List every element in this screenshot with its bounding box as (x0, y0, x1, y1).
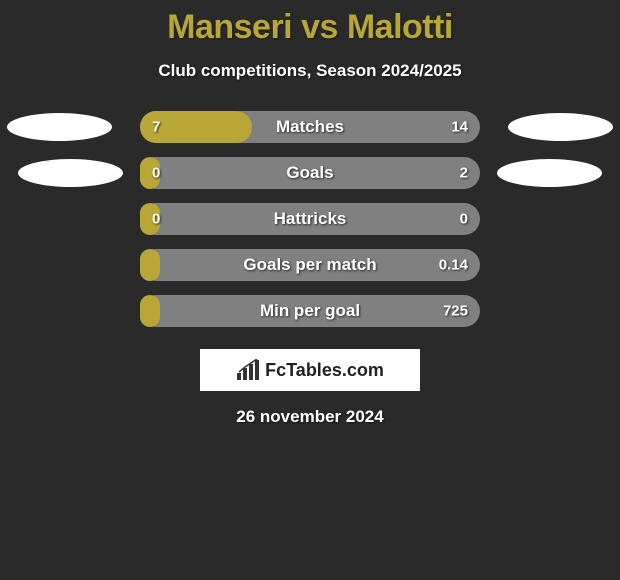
date: 26 november 2024 (0, 407, 620, 427)
bar-value-right: 0 (460, 211, 468, 228)
bar-value-left: 0 (152, 165, 160, 182)
bars-container: Matches 7 14 Goals 0 2 Hattricks 0 0 Goals per ma… (0, 111, 620, 327)
bar-wrap: Goals per match 0.14 (140, 249, 480, 281)
bar-value-right: 2 (460, 165, 468, 182)
bar-label: Matches (276, 117, 344, 137)
stats-card: Manseri vs Malotti Club competitions, Se… (0, 0, 620, 427)
logo-box[interactable]: FcTables.com (200, 349, 420, 391)
bar-value-left: 7 (152, 119, 160, 136)
bar-row: Min per goal 725 (0, 295, 620, 327)
logo-text: FcTables.com (265, 360, 384, 381)
bar-value-right: 725 (443, 303, 468, 320)
bar-label: Goals per match (243, 255, 376, 275)
player-left-ellipse (7, 113, 112, 141)
bar-wrap: Matches 7 14 (140, 111, 480, 143)
bar-wrap: Hattricks 0 0 (140, 203, 480, 235)
bar-row: Goals 0 2 (0, 157, 620, 189)
player-left-ellipse (18, 159, 123, 187)
player-right-ellipse (508, 113, 613, 141)
bar-wrap: Min per goal 725 (140, 295, 480, 327)
subtitle: Club competitions, Season 2024/2025 (0, 61, 620, 81)
bar-label: Min per goal (260, 301, 360, 321)
bar-value-left: 0 (152, 211, 160, 228)
bar-row: Goals per match 0.14 (0, 249, 620, 281)
bar-fill (140, 295, 160, 327)
bar-value-right: 0.14 (439, 257, 468, 274)
player-right-ellipse (497, 159, 602, 187)
bar-chart-icon (236, 359, 260, 381)
bar-label: Goals (286, 163, 333, 183)
bar-value-right: 14 (451, 119, 468, 136)
page-title: Manseri vs Malotti (0, 8, 620, 47)
bar-wrap: Goals 0 2 (140, 157, 480, 189)
bar-label: Hattricks (274, 209, 347, 229)
bar-row: Hattricks 0 0 (0, 203, 620, 235)
bar-fill (140, 249, 160, 281)
bar-row: Matches 7 14 (0, 111, 620, 143)
